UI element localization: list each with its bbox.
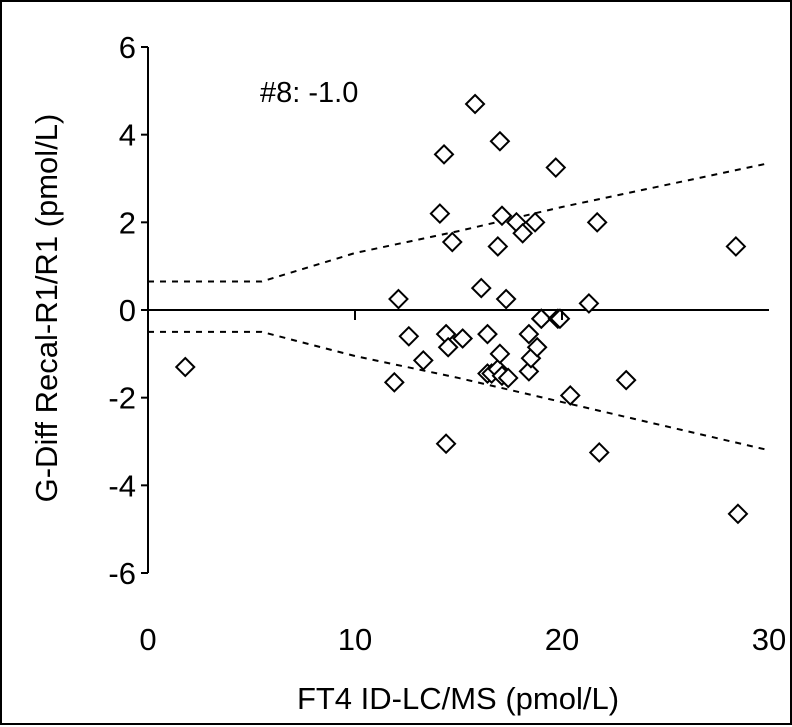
annotation-label: #8: -1.0 <box>260 77 358 109</box>
data-point <box>545 157 567 178</box>
data-point <box>487 236 509 257</box>
y-tick-label: -6 <box>108 556 136 591</box>
data-points <box>174 93 749 525</box>
x-axis-label: FT4 ID-LC/MS (pmol/L) <box>297 681 619 716</box>
data-point <box>518 323 540 345</box>
data-point <box>441 231 463 253</box>
y-tick-label: 2 <box>119 205 136 240</box>
x-tick-label: 20 <box>545 622 579 657</box>
data-point <box>586 211 608 233</box>
data-point <box>588 442 610 463</box>
data-point <box>524 211 546 233</box>
data-point <box>559 385 581 406</box>
data-point <box>725 236 747 257</box>
data-point <box>578 293 600 314</box>
data-point <box>489 343 511 365</box>
y-tick-label: -4 <box>108 468 136 503</box>
y-tick-label: 4 <box>119 118 136 153</box>
data-point <box>388 288 409 310</box>
data-point <box>615 369 637 391</box>
limit-line-upper <box>148 162 770 283</box>
limit-line-lower <box>148 330 770 452</box>
y-axis-label: G-Diff Recal-R1/R1 (pmol/L) <box>29 114 64 503</box>
limit-lines <box>148 162 770 452</box>
data-point <box>491 205 513 227</box>
y-ticks: -6 -4 -2 0 2 4 6 <box>108 30 148 591</box>
x-ticks: 0 10 20 30 <box>139 310 786 657</box>
data-point <box>435 433 457 455</box>
y-tick-label: 6 <box>119 30 136 65</box>
data-point <box>526 336 548 358</box>
x-tick-label: 0 <box>139 622 156 657</box>
data-point <box>518 360 540 382</box>
data-point <box>727 503 749 525</box>
data-point <box>452 328 474 349</box>
x-tick-label: 10 <box>338 622 372 657</box>
data-point <box>398 325 420 347</box>
data-point <box>383 371 405 393</box>
x-tick-label: 30 <box>752 622 786 657</box>
data-point <box>464 93 486 115</box>
data-point <box>497 367 519 389</box>
data-point <box>429 203 451 224</box>
data-point <box>530 308 552 330</box>
data-point <box>477 323 498 345</box>
data-point <box>433 143 455 165</box>
data-point <box>495 288 517 310</box>
data-point <box>437 336 459 358</box>
data-point <box>549 308 571 330</box>
data-point <box>412 349 434 371</box>
data-point <box>470 277 492 299</box>
y-tick-label: 0 <box>119 293 136 328</box>
y-tick-label: -2 <box>108 381 136 416</box>
data-point <box>174 356 196 378</box>
data-point <box>489 130 511 152</box>
data-point <box>512 222 534 244</box>
